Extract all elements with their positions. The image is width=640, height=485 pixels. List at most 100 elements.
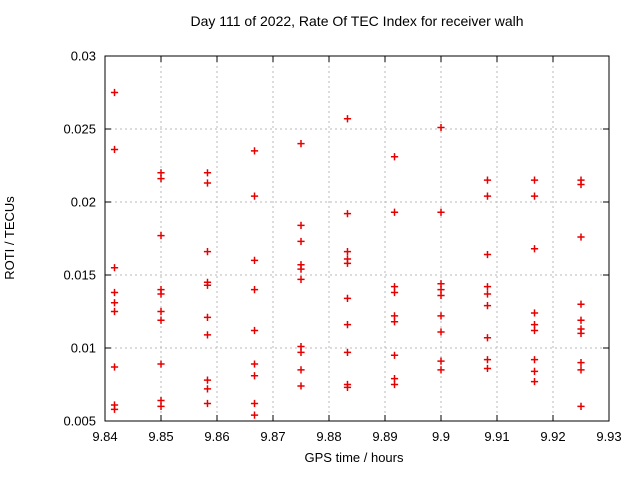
data-point-marker bbox=[110, 363, 119, 371]
data-point-marker bbox=[343, 248, 352, 256]
data-point-marker bbox=[250, 399, 259, 408]
data-point-marker bbox=[483, 176, 492, 184]
data-point-marker bbox=[483, 302, 492, 310]
data-point-marker bbox=[530, 309, 539, 317]
data-point-marker bbox=[530, 377, 539, 386]
data-point-marker bbox=[250, 256, 259, 264]
chart-title: Day 111 of 2022, Rate Of TEC Index for r… bbox=[190, 13, 523, 29]
data-point-marker bbox=[203, 331, 212, 339]
y-tick-label: 0.025 bbox=[63, 122, 96, 137]
plot-area-border bbox=[104, 55, 610, 422]
x-tick-label: 9.89 bbox=[372, 429, 397, 444]
data-point-marker bbox=[577, 402, 585, 410]
x-tick-label: 9.9 bbox=[432, 429, 450, 444]
data-point-marker bbox=[203, 313, 212, 321]
data-point-marker bbox=[390, 288, 399, 297]
data-point-marker bbox=[577, 180, 585, 189]
data-point-marker bbox=[250, 326, 259, 335]
data-point-marker bbox=[203, 248, 212, 256]
data-point-marker bbox=[437, 291, 445, 300]
data-point-marker bbox=[390, 208, 399, 216]
data-point-marker bbox=[530, 245, 539, 253]
data-point-marker bbox=[577, 359, 585, 367]
data-point-marker bbox=[250, 147, 259, 155]
x-tick-label: 9.91 bbox=[484, 429, 509, 444]
data-point-marker bbox=[530, 176, 539, 184]
y-axis-label: ROTI / TECUs bbox=[2, 196, 17, 280]
data-point-marker bbox=[577, 329, 585, 337]
y-tick-label: 0.02 bbox=[71, 195, 96, 210]
data-point-marker bbox=[530, 367, 539, 375]
data-point-marker bbox=[390, 318, 399, 326]
data-point-marker bbox=[483, 283, 492, 291]
data-point-marker bbox=[203, 376, 212, 384]
x-tick-label: 9.84 bbox=[92, 429, 117, 444]
data-point-marker bbox=[110, 264, 119, 272]
data-point-marker bbox=[577, 233, 585, 241]
data-point-marker bbox=[157, 307, 165, 316]
data-point-marker bbox=[110, 307, 119, 316]
data-point-marker bbox=[437, 312, 445, 320]
data-point-marker bbox=[297, 265, 305, 273]
data-point-marker bbox=[437, 123, 445, 132]
data-point-marker bbox=[110, 299, 119, 307]
y-tick-label: 0.03 bbox=[71, 49, 96, 64]
data-point-marker bbox=[157, 175, 165, 183]
data-point-marker bbox=[343, 210, 352, 218]
data-point-marker bbox=[250, 372, 259, 380]
data-point-marker bbox=[297, 140, 305, 148]
data-point-marker bbox=[157, 231, 165, 240]
data-point-marker bbox=[437, 366, 445, 374]
data-point-marker bbox=[343, 115, 352, 123]
data-point-marker bbox=[110, 405, 119, 413]
data-point-marker bbox=[297, 275, 305, 283]
data-point-marker bbox=[203, 385, 212, 393]
data-point-marker bbox=[530, 192, 539, 200]
x-tick-label: 9.87 bbox=[260, 429, 285, 444]
data-point-marker bbox=[250, 286, 259, 294]
data-point-marker bbox=[250, 192, 259, 200]
data-point-marker bbox=[297, 382, 305, 390]
data-point-marker bbox=[203, 281, 212, 289]
data-point-marker bbox=[483, 334, 492, 342]
data-point-marker bbox=[343, 321, 352, 329]
x-axis-label: GPS time / hours bbox=[305, 450, 404, 465]
y-tick-label: 0.015 bbox=[63, 268, 96, 283]
data-point-marker bbox=[530, 326, 539, 335]
y-tick-label: 0.005 bbox=[63, 414, 96, 429]
data-point-marker bbox=[203, 399, 212, 408]
gridlines bbox=[105, 56, 609, 421]
data-point-marker bbox=[437, 357, 445, 365]
data-point-marker bbox=[157, 316, 165, 324]
data-point-marker bbox=[343, 294, 352, 302]
x-tick-label: 9.88 bbox=[316, 429, 341, 444]
data-point-marker bbox=[110, 145, 119, 154]
data-point-marker bbox=[577, 366, 585, 374]
data-point-marker bbox=[297, 348, 305, 356]
data-point-marker bbox=[250, 411, 259, 419]
data-point-marker bbox=[530, 356, 539, 364]
data-point-marker bbox=[297, 221, 305, 229]
x-tick-label: 9.85 bbox=[148, 429, 173, 444]
data-point-marker bbox=[483, 290, 492, 298]
tick-labels: 9.84 9.85 9.86 9.87 9.88 9.89 9.9 9.91 9.92 9.93 0… bbox=[63, 49, 621, 445]
data-point-marker bbox=[390, 351, 399, 359]
data-point-marker bbox=[390, 153, 399, 161]
data-point-marker bbox=[483, 356, 492, 364]
data-points bbox=[110, 88, 585, 419]
data-point-marker bbox=[203, 179, 212, 187]
x-tick-label: 9.93 bbox=[596, 429, 621, 444]
data-point-marker bbox=[483, 250, 492, 259]
data-point-marker bbox=[343, 259, 352, 267]
data-point-marker bbox=[390, 380, 399, 389]
axis-ticks bbox=[104, 55, 610, 422]
data-point-marker bbox=[577, 316, 585, 324]
data-point-marker bbox=[157, 360, 165, 368]
x-tick-label: 9.86 bbox=[204, 429, 229, 444]
data-point-marker bbox=[250, 360, 259, 368]
data-point-marker bbox=[483, 192, 492, 200]
data-point-marker bbox=[157, 402, 165, 410]
y-tick-label: 0.01 bbox=[71, 341, 96, 356]
